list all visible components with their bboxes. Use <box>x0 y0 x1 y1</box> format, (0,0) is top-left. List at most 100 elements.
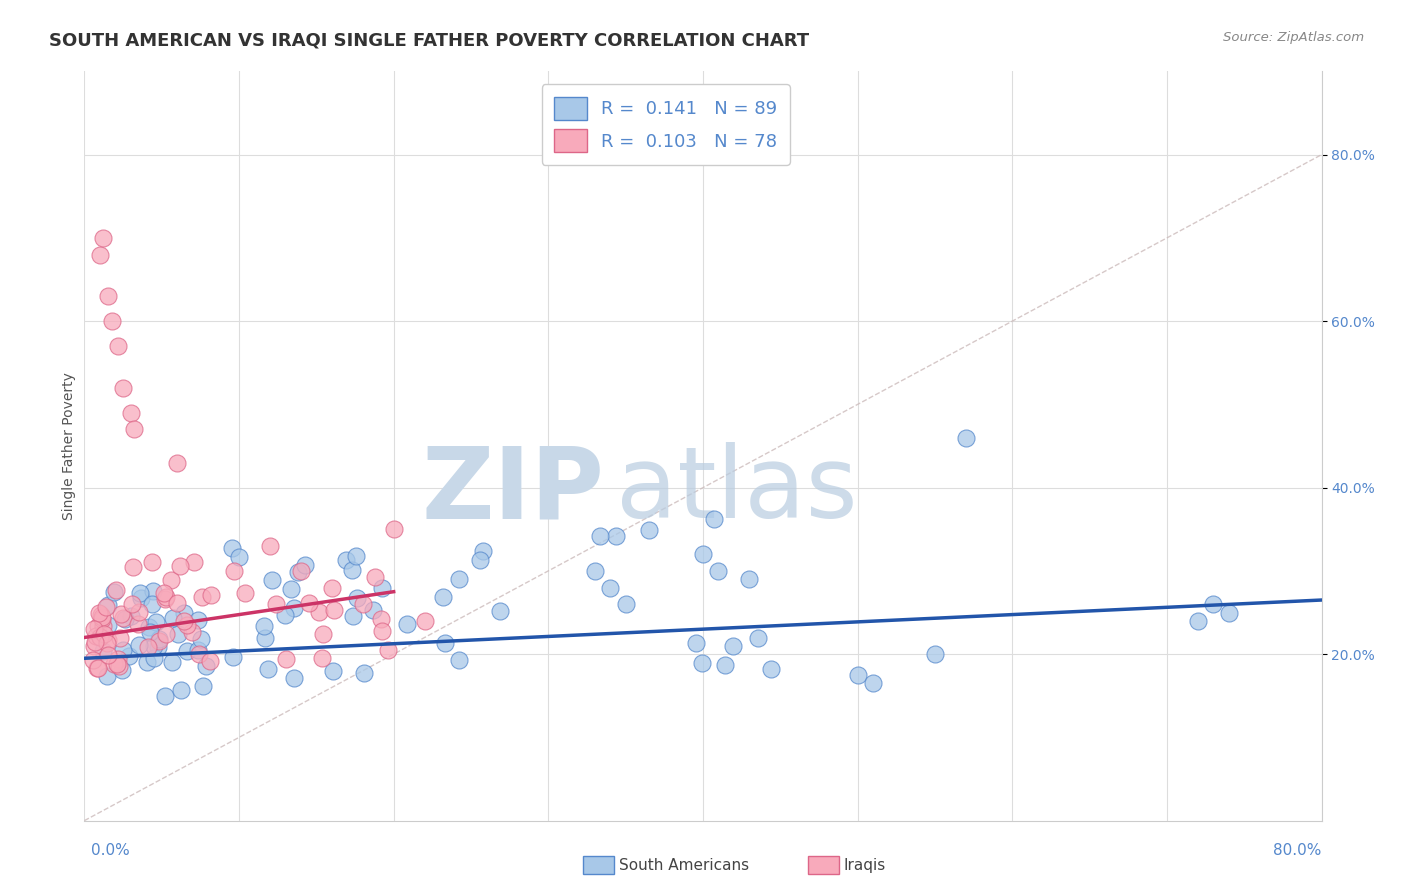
Point <box>690 657 713 671</box>
Point <box>1187 614 1209 628</box>
Text: South Americans: South Americans <box>619 858 749 872</box>
Point <box>155 627 177 641</box>
Point <box>321 581 343 595</box>
Point <box>637 523 659 537</box>
Text: 80.0%: 80.0% <box>1274 843 1322 858</box>
Point <box>122 422 145 436</box>
Point <box>169 559 191 574</box>
Point <box>148 632 170 646</box>
Point <box>152 586 174 600</box>
Point <box>290 564 312 578</box>
Point <box>120 608 142 623</box>
Point <box>91 644 114 658</box>
Point <box>104 582 127 597</box>
Point <box>83 639 105 653</box>
Point <box>294 558 316 573</box>
Point <box>89 247 111 261</box>
Point <box>260 574 283 588</box>
Point <box>187 643 209 657</box>
Point <box>89 630 111 644</box>
Point <box>148 634 170 648</box>
Point <box>200 588 222 602</box>
Point <box>146 640 169 654</box>
Point <box>283 671 305 685</box>
Point <box>108 659 131 673</box>
Text: ZIP: ZIP <box>422 442 605 540</box>
Point <box>145 615 167 629</box>
Point <box>188 647 211 661</box>
Text: Source: ZipAtlas.com: Source: ZipAtlas.com <box>1223 31 1364 45</box>
Point <box>153 689 176 703</box>
Point <box>470 553 492 567</box>
Point <box>488 603 510 617</box>
Point <box>371 581 394 595</box>
Point <box>194 659 217 673</box>
Point <box>187 614 209 628</box>
Point <box>176 644 198 658</box>
Point <box>614 597 637 611</box>
Point <box>107 652 129 666</box>
Point <box>371 624 394 638</box>
Point <box>298 596 321 610</box>
Point <box>311 651 333 665</box>
Point <box>280 582 302 597</box>
Point <box>190 632 212 647</box>
Point <box>96 669 118 683</box>
Point <box>283 600 305 615</box>
Point <box>413 614 436 628</box>
Point <box>127 616 149 631</box>
Point <box>707 564 730 578</box>
Point <box>173 606 195 620</box>
Point <box>93 626 115 640</box>
Point <box>142 639 165 653</box>
Point <box>96 599 118 614</box>
Point <box>955 431 977 445</box>
Point <box>183 555 205 569</box>
Point <box>471 544 494 558</box>
Point <box>181 625 204 640</box>
Point <box>91 231 114 245</box>
Point <box>222 565 245 579</box>
Point <box>599 581 621 595</box>
Point <box>274 607 297 622</box>
Point <box>103 657 125 672</box>
Point <box>449 653 471 667</box>
Text: Iraqis: Iraqis <box>844 858 886 872</box>
Point <box>352 597 374 611</box>
Point <box>114 612 136 626</box>
Point <box>138 620 160 634</box>
Point <box>111 663 134 677</box>
Point <box>759 662 782 676</box>
Point <box>96 636 118 650</box>
Point <box>254 631 277 645</box>
Point <box>342 609 364 624</box>
Point <box>588 529 610 543</box>
Point <box>105 657 128 672</box>
Point <box>714 657 737 672</box>
Point <box>118 648 141 663</box>
Point <box>228 550 250 565</box>
Point <box>449 572 471 586</box>
Point <box>110 607 132 621</box>
Point <box>141 555 163 569</box>
Point <box>90 608 112 623</box>
Point <box>120 406 142 420</box>
Point <box>253 618 276 632</box>
Point <box>433 636 456 650</box>
Point <box>692 547 714 561</box>
Point <box>87 606 110 620</box>
Point <box>111 610 134 624</box>
Point <box>136 655 159 669</box>
Point <box>90 612 112 626</box>
Point <box>312 627 335 641</box>
Point <box>162 611 184 625</box>
Point <box>84 634 107 648</box>
Y-axis label: Single Father Poverty: Single Father Poverty <box>62 372 76 520</box>
Point <box>924 647 946 661</box>
Point <box>264 597 287 611</box>
Point <box>84 629 107 643</box>
Point <box>91 619 114 633</box>
Point <box>190 590 212 604</box>
Point <box>90 610 112 624</box>
Point <box>259 539 281 553</box>
